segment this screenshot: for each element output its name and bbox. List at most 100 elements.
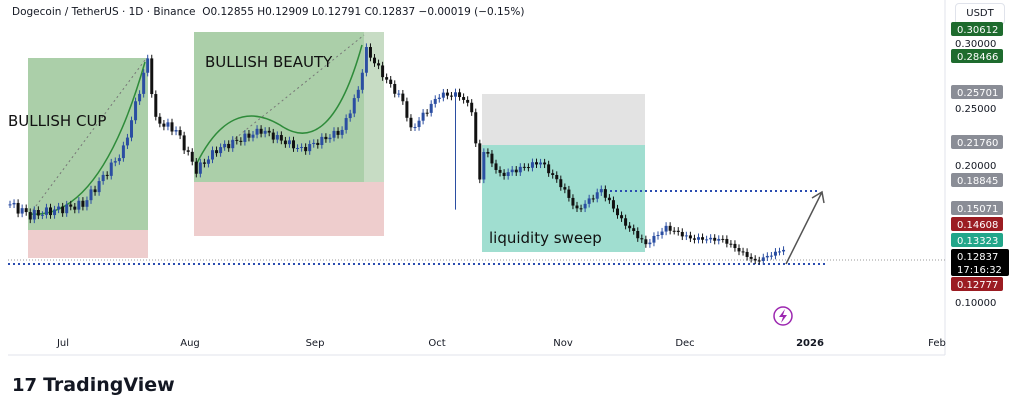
label-bullish-cup: BULLISH CUP: [8, 112, 106, 130]
candle-body: [761, 257, 765, 261]
candle-body: [364, 47, 368, 73]
candle-body: [462, 97, 466, 100]
candle-body: [393, 83, 397, 94]
candle-body: [563, 187, 567, 190]
price-label-text: 0.30612: [957, 25, 998, 36]
candle-body: [530, 162, 534, 168]
candle-body: [401, 93, 405, 102]
candle-body: [466, 99, 470, 103]
x-tick: Sep: [306, 338, 325, 349]
candle-body: [405, 101, 409, 118]
candle-body: [158, 116, 162, 124]
price-label-text: 0.12777: [957, 280, 998, 291]
price-label-text: 0.15071: [957, 204, 998, 215]
candle-body: [490, 153, 494, 164]
candle-body: [211, 150, 214, 160]
candle-body: [701, 237, 705, 240]
candle-body: [494, 163, 498, 170]
candle-body: [620, 215, 624, 219]
candle-body: [255, 128, 259, 135]
candle-body: [356, 89, 360, 99]
candle-body: [437, 97, 441, 99]
candle-body: [652, 235, 656, 243]
candle-body: [227, 143, 231, 149]
candle-body: [81, 200, 85, 207]
symbol-title[interactable]: Dogecoin / TetherUS · 1D · Binance: [12, 6, 196, 18]
candle-body: [182, 135, 186, 151]
y-tick: 0.30000: [955, 39, 996, 50]
cup-stop-box: [28, 230, 148, 258]
candle-body: [336, 130, 340, 135]
candle-body: [575, 205, 579, 209]
x-tick: Nov: [553, 338, 573, 349]
candle-body: [449, 95, 453, 97]
y-tick: 0.10000: [955, 298, 996, 309]
candle-body: [373, 57, 376, 64]
candle-body: [308, 144, 312, 152]
price-label-text: 0.21760: [957, 138, 998, 149]
candle-body: [583, 203, 587, 209]
candle-body: [8, 204, 12, 206]
candle-body: [223, 143, 227, 148]
beauty-trend: [195, 34, 365, 171]
candle-body: [458, 92, 462, 98]
candle-body: [121, 145, 125, 159]
beauty-box-ext: [364, 32, 384, 182]
label-bullish-beauty: BULLISH BEAUTY: [205, 53, 333, 71]
price-label: [951, 22, 1003, 36]
candle-body: [498, 169, 502, 173]
candle-body: [660, 231, 664, 236]
lightning-icon[interactable]: [773, 306, 793, 326]
candle-body: [283, 140, 287, 145]
candle-body: [24, 208, 28, 213]
tradingview-logo[interactable]: 𝟭𝟳 TradingView: [12, 374, 175, 396]
cup-trend: [29, 59, 146, 215]
candle-body: [44, 207, 48, 215]
candle-body: [348, 113, 352, 119]
candle-body: [389, 79, 393, 84]
candle-body: [267, 130, 271, 133]
candle-body: [567, 189, 571, 198]
candle-body: [61, 206, 65, 214]
candle-body: [518, 166, 522, 173]
countdown-text: 17:16:32: [957, 265, 1002, 276]
label-liquidity-sweep: liquidity sweep: [489, 229, 602, 247]
candle-body: [616, 208, 619, 216]
beauty-curve: [195, 44, 363, 166]
candle-body: [713, 237, 717, 241]
candle-body: [526, 167, 530, 169]
symbol-header: Dogecoin / TetherUS · 1D · Binance O0.12…: [12, 6, 524, 18]
candle-body: [769, 255, 773, 257]
candle-body: [579, 208, 583, 210]
price-label: [951, 49, 1003, 63]
candle-body: [607, 197, 611, 201]
candle-body: [340, 129, 344, 135]
candle-body: [773, 251, 777, 256]
candle-body: [304, 146, 308, 152]
candle-body: [539, 162, 543, 165]
candle-body: [648, 242, 652, 245]
ohlc-values: O0.12855 H0.12909 L0.12791 C0.12837 −0.0…: [202, 6, 525, 18]
candle-body: [93, 189, 97, 193]
candle-body: [150, 58, 154, 95]
x-tick: Oct: [428, 338, 445, 349]
candle-body: [664, 225, 668, 232]
price-label: [951, 249, 1009, 276]
candle-body: [632, 228, 636, 231]
price-label-text: 0.13323: [957, 236, 998, 247]
candle-body: [178, 130, 182, 136]
price-label-text: 0.12837: [957, 252, 998, 263]
candle-body: [705, 239, 709, 241]
candle-body: [138, 93, 142, 102]
candle-body: [640, 238, 644, 240]
candle-body: [668, 225, 672, 231]
candle-body: [765, 255, 769, 258]
candle-body: [36, 210, 40, 216]
candle-body: [547, 164, 551, 174]
candle-body: [28, 212, 32, 220]
candle-body: [154, 94, 158, 117]
price-label: [951, 85, 1003, 99]
price-label: [951, 135, 1003, 149]
x-tick: 2026: [796, 338, 824, 349]
